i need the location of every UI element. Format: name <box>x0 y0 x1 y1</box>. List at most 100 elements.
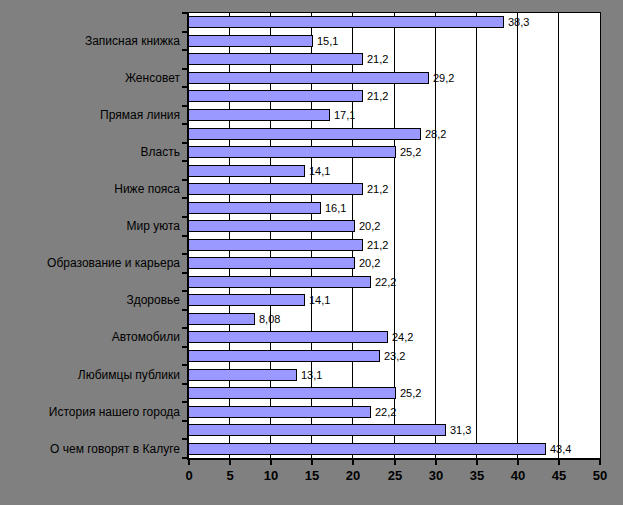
bar-value-label: 20,2 <box>359 257 380 269</box>
category-label: Мир уюта <box>0 219 180 233</box>
bar-value-label: 28,2 <box>425 128 446 140</box>
x-axis-label: 20 <box>346 468 360 483</box>
y-axis-tick <box>182 438 187 440</box>
bar-value-label: 22,2 <box>375 406 396 418</box>
category-label: Женсовет <box>0 71 180 85</box>
x-axis-label: 40 <box>511 468 525 483</box>
bar-value-label: 15,1 <box>317 35 338 47</box>
y-axis-tick <box>182 290 187 292</box>
x-axis-label: 50 <box>593 468 607 483</box>
x-axis-tick <box>435 460 437 465</box>
y-axis-tick <box>182 49 187 51</box>
y-axis-tick <box>182 105 187 107</box>
category-label: Ниже пояса <box>0 182 180 196</box>
bar <box>189 146 396 158</box>
bar-value-label: 24,2 <box>392 331 413 343</box>
x-axis-tick <box>517 460 519 465</box>
bar-value-label: 22,2 <box>375 276 396 288</box>
bar-value-label: 21,2 <box>367 90 388 102</box>
bar <box>189 165 305 177</box>
bar <box>189 406 371 418</box>
bar-value-label: 25,2 <box>400 146 421 158</box>
y-axis-tick <box>182 179 187 181</box>
x-axis-tick <box>558 460 560 465</box>
category-label: Прямая линия <box>0 108 180 122</box>
y-axis-tick <box>182 272 187 274</box>
plot-area: 38,3 15,1 21,2 29,2 21,2 17,1 28,2 25,2 14,1 21,2… <box>187 12 601 460</box>
y-axis-tick <box>182 401 187 403</box>
bar-value-label: 29,2 <box>433 72 454 84</box>
y-axis-tick <box>182 31 187 33</box>
bar-value-label: 21,2 <box>367 53 388 65</box>
bar <box>189 128 421 140</box>
category-label: Записная книжка <box>0 34 180 48</box>
x-axis-tick <box>229 460 231 465</box>
x-axis-label: 45 <box>552 468 566 483</box>
bar <box>189 35 313 47</box>
gridline <box>558 13 559 458</box>
bar <box>189 331 388 343</box>
bar-value-label: 25,2 <box>400 387 421 399</box>
bar-value-label: 23,2 <box>384 350 405 362</box>
y-axis-tick <box>182 346 187 348</box>
x-axis-tick <box>476 460 478 465</box>
bar-value-label: 31,3 <box>450 424 471 436</box>
category-label: История нашего города <box>0 405 180 419</box>
x-axis-tick <box>352 460 354 465</box>
category-label: Образование и карьера <box>0 256 180 270</box>
y-axis-tick <box>182 197 187 199</box>
y-axis-tick <box>182 364 187 366</box>
x-axis-label: 0 <box>185 468 192 483</box>
category-label: Здоровье <box>0 293 180 307</box>
x-axis-label: 25 <box>388 468 402 483</box>
y-axis-tick <box>182 420 187 422</box>
bar <box>189 257 355 269</box>
y-axis-tick <box>182 327 187 329</box>
bar <box>189 424 446 436</box>
y-axis-tick <box>182 86 187 88</box>
y-axis-tick <box>182 160 187 162</box>
category-label: Автомобили <box>0 330 180 344</box>
bar-value-label: 20,2 <box>359 220 380 232</box>
x-axis-tick <box>599 460 601 465</box>
x-axis-tick <box>311 460 313 465</box>
x-axis-label: 35 <box>470 468 484 483</box>
bar-value-label: 14,1 <box>309 294 330 306</box>
bar-chart: 38,3 15,1 21,2 29,2 21,2 17,1 28,2 25,2 14,1 21,2… <box>0 0 623 505</box>
x-axis-tick <box>394 460 396 465</box>
bar-value-label: 14,1 <box>309 165 330 177</box>
x-axis-label: 15 <box>305 468 319 483</box>
bar <box>189 16 504 28</box>
x-axis-label: 5 <box>226 468 233 483</box>
y-axis-tick <box>182 253 187 255</box>
y-axis-tick <box>182 68 187 70</box>
bar-value-label: 38,3 <box>508 16 529 28</box>
bar-value-label: 17,1 <box>334 109 355 121</box>
bar <box>189 53 363 65</box>
x-axis-tick <box>188 460 190 465</box>
bar-value-label: 16,1 <box>325 202 346 214</box>
x-axis-label: 10 <box>264 468 278 483</box>
x-axis-tick <box>270 460 272 465</box>
category-label: Власть <box>0 145 180 159</box>
bar <box>189 276 371 288</box>
category-label: О чем говорят в Калуге <box>0 442 180 456</box>
bar <box>189 239 363 251</box>
bar <box>189 183 363 195</box>
bar <box>189 202 321 214</box>
bar-value-label: 43,4 <box>550 443 571 455</box>
bar-value-label: 13,1 <box>301 369 322 381</box>
bar <box>189 313 255 325</box>
bar-value-label: 8,08 <box>259 313 280 325</box>
category-label: Любимцы публики <box>0 368 180 382</box>
bar <box>189 90 363 102</box>
bar <box>189 109 330 121</box>
y-axis-tick <box>182 309 187 311</box>
y-axis-tick <box>182 142 187 144</box>
y-axis-tick <box>182 383 187 385</box>
bar-value-label: 21,2 <box>367 183 388 195</box>
bar <box>189 72 429 84</box>
bar <box>189 220 355 232</box>
x-axis-label: 30 <box>429 468 443 483</box>
y-axis-tick <box>182 12 187 14</box>
